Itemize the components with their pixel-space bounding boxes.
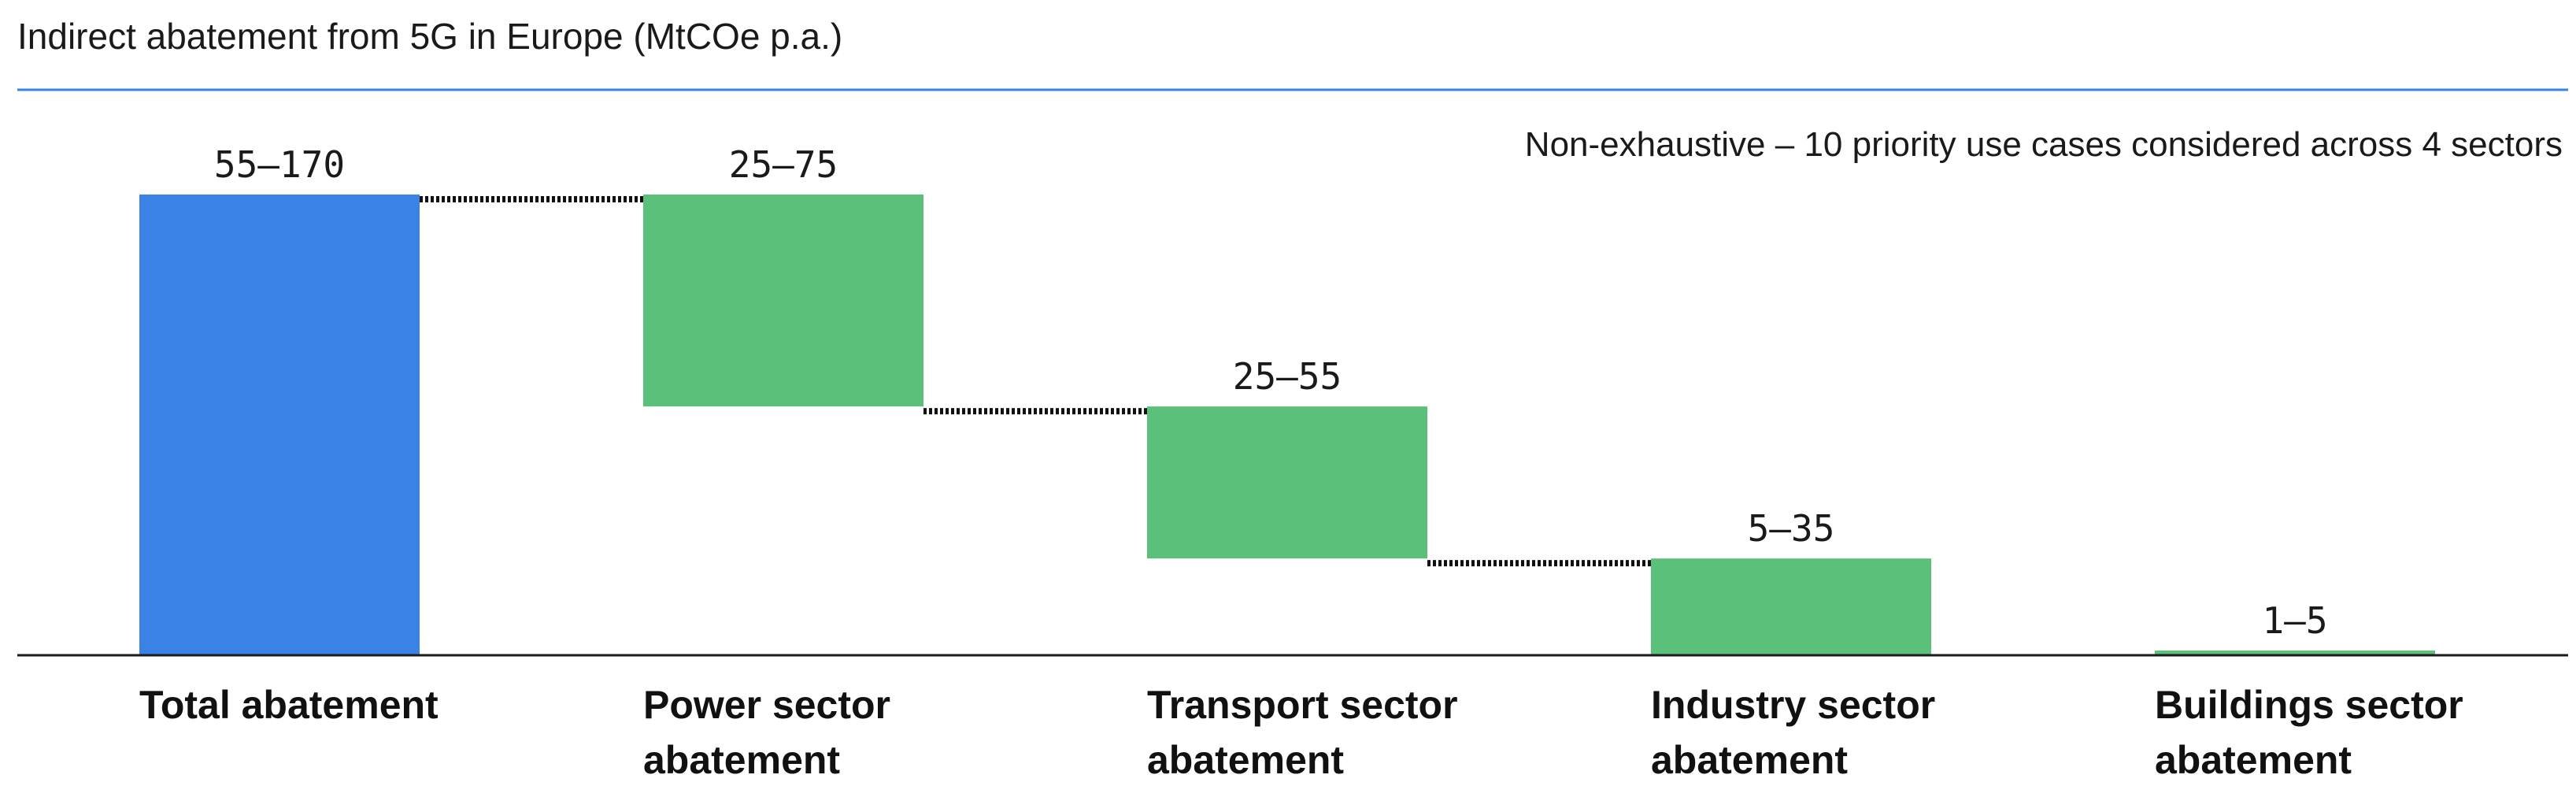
category-label-2-line-2: abatement [643, 738, 840, 782]
bar-4 [1651, 558, 1931, 655]
bar-5 [2155, 651, 2435, 655]
bar-2 [643, 195, 923, 407]
value-label-1: 55–170 [214, 143, 345, 186]
value-label-2: 25–75 [729, 143, 838, 186]
category-label-1-line-1: Total abatement [139, 683, 439, 727]
bars-group [139, 195, 2435, 655]
category-label-3-line-2: abatement [1147, 738, 1344, 782]
value-label-4: 5–35 [1748, 507, 1835, 550]
category-label-2-line-1: Power sector [643, 683, 890, 727]
category-label-4-line-1: Industry sector [1651, 683, 1935, 727]
category-label-4-line-2: abatement [1651, 738, 1848, 782]
value-label-3: 25–55 [1233, 355, 1342, 398]
category-label-3-line-1: Transport sector [1147, 683, 1458, 727]
connector-lines [420, 196, 1651, 567]
chart-note: Non-exhaustive – 10 priority use cases c… [1525, 125, 2563, 164]
category-label-5-line-1: Buildings sector [2155, 683, 2463, 727]
value-label-5: 1–5 [2262, 599, 2327, 642]
category-label-5-line-2: abatement [2155, 738, 2352, 782]
bar-1 [139, 195, 420, 655]
bar-3 [1147, 406, 1427, 559]
chart-title: Indirect abatement from 5G in Europe (Mt… [17, 16, 842, 57]
value-labels: 55–170 25–75 25–55 5–35 1–5 [214, 143, 2328, 642]
category-labels: Total abatement Power sector abatement Tran… [139, 683, 2463, 782]
